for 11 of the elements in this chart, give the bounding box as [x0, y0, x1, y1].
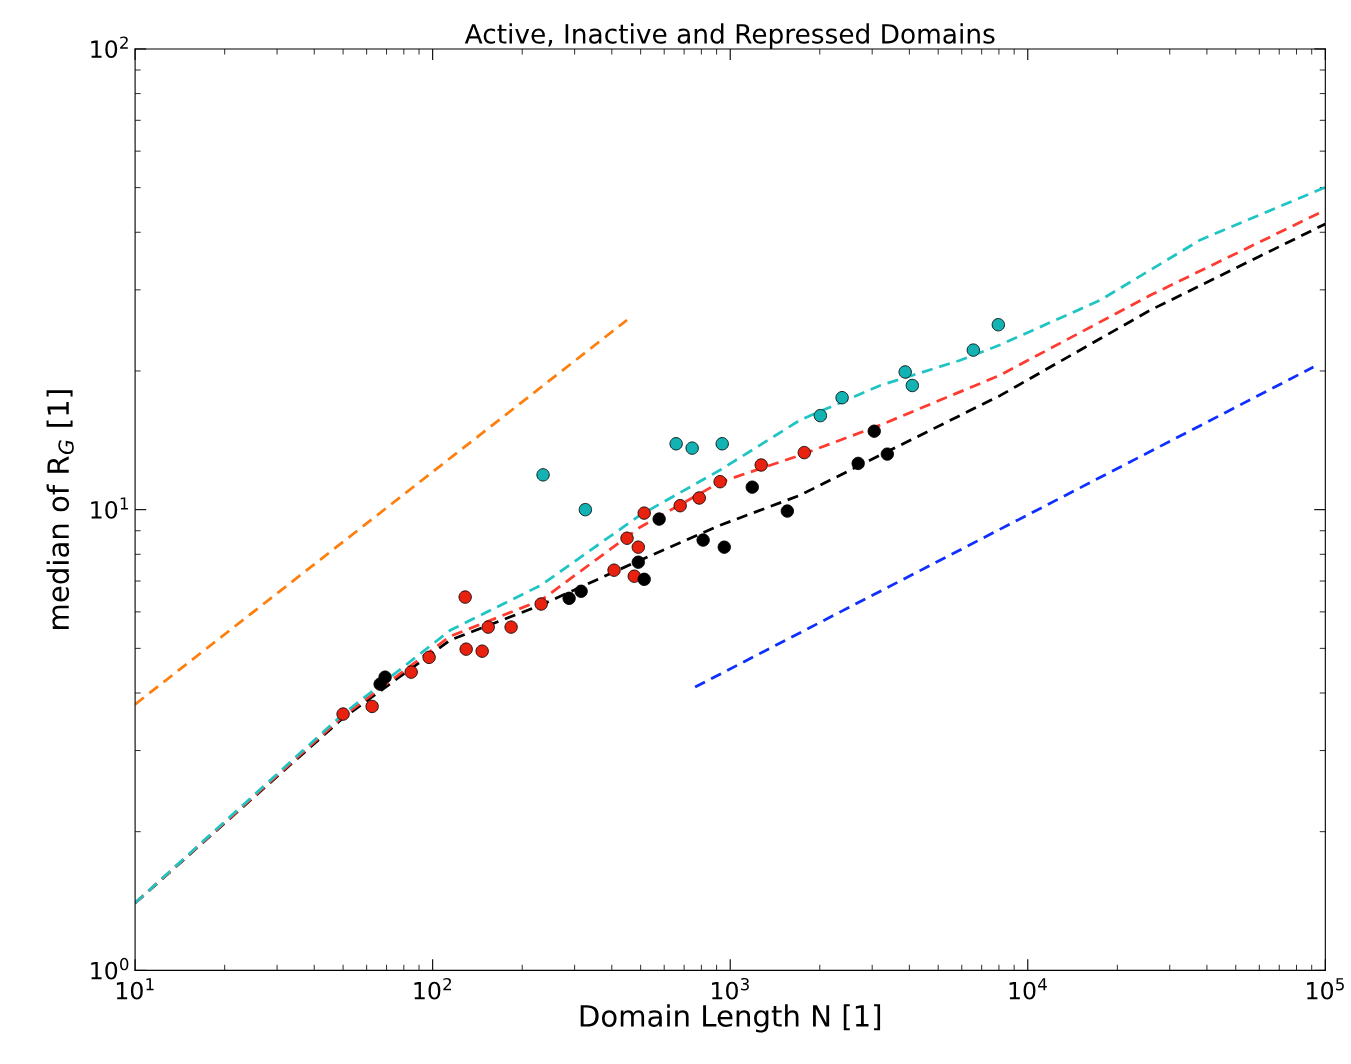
y-tick-label: 10$^{2}$ [91, 36, 128, 59]
x-tick-label: 10$^{1}$ [116, 978, 154, 1000]
x-tick-label: 10$^{4}$ [1009, 978, 1047, 1000]
y-axis-title: median of R$_{G}$ [1] [46, 390, 74, 629]
x-tick-label: 10$^{2}$ [414, 977, 452, 1000]
x-axis-title: Domain Length N [1] [580, 1004, 881, 1033]
x-tick-label: 10$^{5}$ [1307, 978, 1344, 1000]
y-tick-label: 10$^{0}$ [91, 957, 129, 980]
x-tick-label: 10$^{3}$ [712, 977, 749, 1000]
chart-title: Active, Inactive and Repressed Domains [464, 23, 995, 49]
y-tick-label: 10$^{1}$ [91, 497, 128, 519]
